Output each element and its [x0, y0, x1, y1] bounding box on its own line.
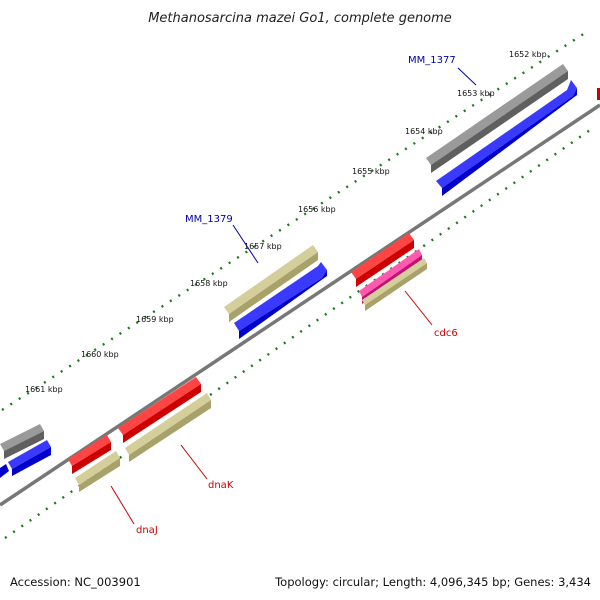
tick-label-1660: 1660 kbp [81, 350, 119, 359]
gene-left-gray[interactable] [0, 424, 44, 459]
mm1379-leader [232, 224, 259, 264]
tick-label-1659: 1659 kbp [136, 315, 174, 324]
gene-label-mm1377[interactable]: MM_1377 [408, 55, 456, 66]
genome-summary-text: Topology: circular; Length: 4,096,345 bp… [275, 575, 591, 589]
gene-dnaj[interactable] [68, 435, 111, 474]
accession-text: Accession: NC_003901 [10, 575, 141, 589]
tick-label-1652: 1652 kbp [509, 50, 547, 59]
gene-label-dnaj[interactable]: dnaJ [136, 525, 158, 536]
cdc6-leader [404, 290, 433, 326]
tick-label-1661: 1661 kbp [25, 385, 63, 394]
gene-label-mm1379[interactable]: MM_1379 [185, 214, 233, 225]
genome-backbone [0, 103, 600, 507]
gene-mm1377-cds[interactable] [436, 80, 577, 196]
gene-cdc6[interactable] [351, 233, 414, 287]
tick-label-1653: 1653 kbp [457, 89, 495, 98]
gene-left-blue[interactable] [8, 440, 51, 476]
tick-label-1656: 1656 kbp [298, 205, 336, 214]
dnaj-leader [110, 485, 135, 525]
tick-label-1655: 1655 kbp [352, 167, 390, 176]
gene-label-cdc6[interactable]: cdc6 [434, 328, 458, 339]
gene-label-dnak[interactable]: dnaK [208, 480, 234, 491]
mm1377-leader [457, 67, 477, 86]
edge-red-marker [597, 88, 600, 100]
map-title: Methanosarcina mazei Go1, complete genom… [148, 11, 452, 26]
dnak-leader [180, 444, 208, 480]
gene-dnaj-olive[interactable] [75, 451, 120, 492]
gene-mm1379-cds[interactable] [234, 262, 327, 339]
tick-label-1658: 1658 kbp [190, 279, 228, 288]
gene-cdc6-olive[interactable] [362, 258, 427, 311]
gene-dnak-olive[interactable] [125, 393, 211, 462]
gene-mm1377[interactable] [426, 64, 568, 173]
tick-label-1654: 1654 kbp [405, 127, 443, 136]
gene-dnak[interactable] [118, 377, 201, 443]
gene-left-blue-small[interactable] [0, 464, 9, 478]
tick-label-1657: 1657 kbp [244, 242, 282, 251]
gene-mm1379[interactable] [224, 245, 318, 322]
